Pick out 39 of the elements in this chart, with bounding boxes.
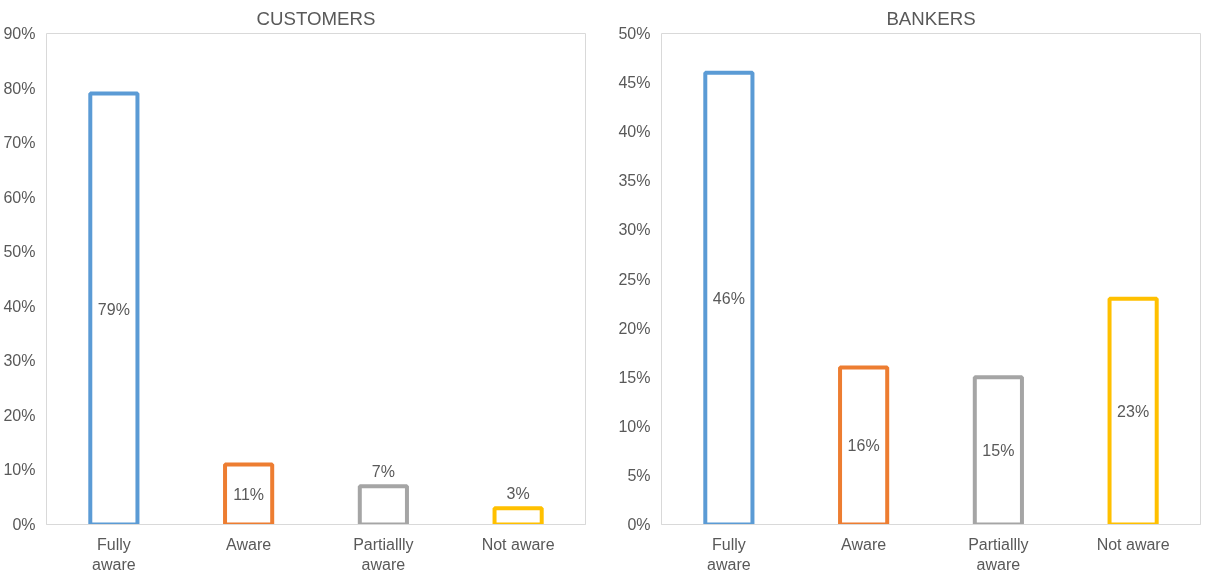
y-tick-label: 0%	[627, 516, 651, 533]
data-label: 7%	[371, 463, 395, 481]
data-label: 79%	[97, 300, 130, 318]
y-tick-label: 20%	[3, 406, 36, 424]
y-tick-label: 40%	[3, 297, 36, 315]
y-tick-label: 50%	[3, 243, 36, 261]
x-tick-label: Aware	[226, 535, 272, 553]
data-label: 46%	[712, 290, 745, 308]
y-tick-label: 40%	[618, 123, 651, 141]
y-tick-label: 10%	[3, 461, 36, 479]
data-label: 11%	[233, 485, 265, 503]
y-tick-label: 5%	[627, 466, 651, 484]
y-tick-label: 0%	[12, 516, 36, 533]
y-tick-label: 80%	[3, 79, 36, 97]
x-tick-label: Not aware	[1096, 535, 1170, 553]
x-tick-label: Fully aware	[707, 535, 751, 573]
data-label: 23%	[1117, 403, 1150, 421]
y-tick-label: 30%	[3, 352, 36, 370]
x-tick-label: Partiallly aware	[968, 535, 1029, 573]
chart-title: BANKERS	[886, 7, 976, 29]
y-tick-label: 70%	[3, 134, 36, 152]
y-tick-label: 45%	[618, 74, 651, 92]
y-tick-label: 15%	[618, 368, 651, 386]
data-label: 16%	[847, 437, 880, 455]
chart-title: CUSTOMERS	[256, 7, 376, 29]
y-tick-label: 90%	[3, 25, 36, 42]
data-label: 15%	[982, 442, 1015, 460]
y-tick-label: 35%	[618, 172, 651, 190]
x-tick-label: Fully aware	[92, 535, 136, 573]
x-tick-label: Partiallly aware	[353, 535, 414, 573]
x-tick-label: Aware	[841, 535, 887, 553]
y-tick-label: 25%	[618, 270, 651, 288]
data-label: 3%	[506, 485, 530, 503]
y-tick-label: 20%	[618, 319, 651, 337]
y-tick-label: 50%	[618, 25, 651, 42]
y-tick-label: 60%	[3, 188, 36, 206]
y-tick-label: 10%	[618, 417, 651, 435]
x-tick-label: Not aware	[481, 535, 555, 553]
y-tick-label: 30%	[618, 221, 651, 239]
